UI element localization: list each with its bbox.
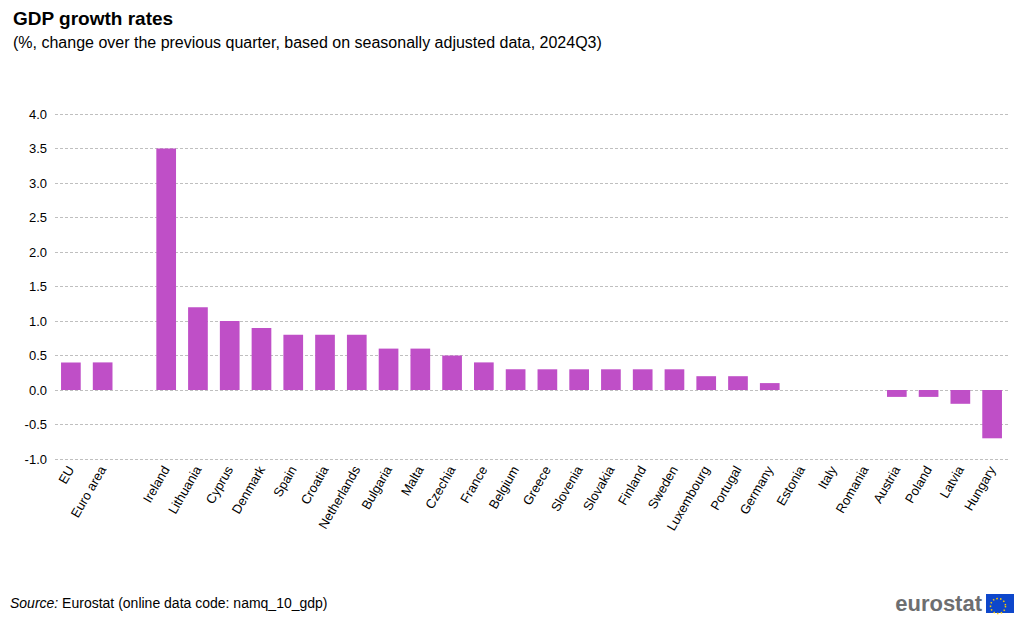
svg-text:Hungary: Hungary <box>961 463 999 513</box>
svg-text:Netherlands: Netherlands <box>315 463 363 532</box>
svg-text:Euro area: Euro area <box>68 463 110 521</box>
svg-text:Malta: Malta <box>398 463 427 499</box>
svg-text:Luxembourg: Luxembourg <box>664 463 713 533</box>
svg-text:Sweden: Sweden <box>644 463 681 512</box>
svg-text:2.0: 2.0 <box>29 245 47 260</box>
svg-text:Eurostat (online data code: na: Eurostat (online data code: namq_10_gdp) <box>58 595 327 611</box>
svg-text:-1.0: -1.0 <box>25 452 47 467</box>
svg-text:Czechia: Czechia <box>422 463 459 512</box>
svg-text:GDP growth rates: GDP growth rates <box>13 8 173 29</box>
svg-text:0.0: 0.0 <box>29 383 47 398</box>
svg-text:1.0: 1.0 <box>29 314 47 329</box>
svg-text:Slovakia: Slovakia <box>580 463 618 514</box>
svg-text:Estonia: Estonia <box>773 463 808 509</box>
svg-text:Portugal: Portugal <box>707 463 745 513</box>
svg-text:-0.5: -0.5 <box>25 417 47 432</box>
svg-text:eurostat: eurostat <box>895 591 982 616</box>
svg-text:France: France <box>457 463 490 506</box>
svg-text:Finland: Finland <box>615 463 649 507</box>
svg-text:Spain: Spain <box>270 463 300 499</box>
svg-text:EU: EU <box>55 463 77 486</box>
svg-text:Germany: Germany <box>737 463 777 517</box>
svg-text:Source:: Source: <box>10 595 58 611</box>
svg-text:Belgium: Belgium <box>486 463 522 511</box>
svg-text:Ireland: Ireland <box>140 463 173 505</box>
svg-text:Greece: Greece <box>520 463 554 507</box>
svg-text:1.5: 1.5 <box>29 279 47 294</box>
svg-text:Lithuania: Lithuania <box>165 463 205 517</box>
svg-text:Austria: Austria <box>870 463 904 506</box>
svg-text:3.0: 3.0 <box>29 176 47 191</box>
svg-text:Bulgaria: Bulgaria <box>358 463 395 512</box>
svg-text:0.5: 0.5 <box>29 348 47 363</box>
svg-text:Croatia: Croatia <box>298 463 332 507</box>
svg-text:Latvia: Latvia <box>937 463 968 501</box>
svg-text:(%, change over the previous q: (%, change over the previous quarter, ba… <box>13 34 602 51</box>
svg-text:Poland: Poland <box>902 463 935 506</box>
svg-text:3.5: 3.5 <box>29 141 47 156</box>
svg-text:4.0: 4.0 <box>29 107 47 122</box>
svg-text:Cyprus: Cyprus <box>203 463 237 507</box>
svg-text:Italy: Italy <box>815 463 840 492</box>
svg-text:2.5: 2.5 <box>29 210 47 225</box>
svg-text:Romania: Romania <box>833 463 872 516</box>
svg-text:Denmark: Denmark <box>229 463 269 517</box>
svg-text:Slovenia: Slovenia <box>547 463 586 514</box>
